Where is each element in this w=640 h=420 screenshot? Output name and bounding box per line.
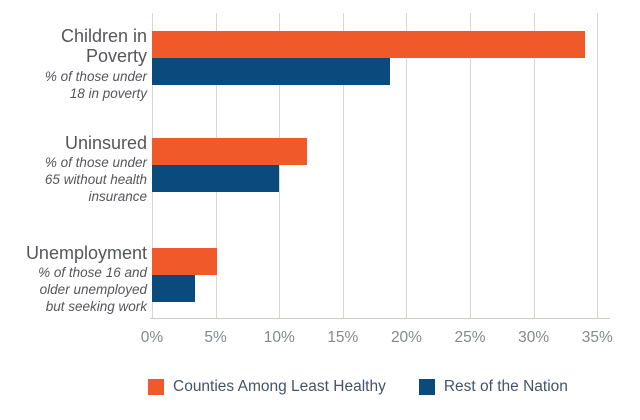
gridline <box>470 13 472 318</box>
x-axis-line <box>150 318 610 319</box>
bar-least-healthy <box>152 138 308 165</box>
category-title: Children in Poverty <box>60 26 147 67</box>
category-title: Unemployment <box>25 243 147 263</box>
legend: Counties Among Least Healthy Rest of the… <box>148 378 568 396</box>
x-tick-label: 20% <box>390 329 422 346</box>
x-tick-label: 5% <box>204 329 227 346</box>
legend-label-rest-of-nation: Rest of the Nation <box>443 378 568 395</box>
x-tick-label: 30% <box>518 329 550 346</box>
bar-rest-of-nation <box>152 165 280 192</box>
legend-swatch-blue <box>418 379 435 395</box>
gridline <box>406 13 408 318</box>
category-subtitle: % of those under 18 in poverty <box>44 68 147 101</box>
category-label-block: Children in Poverty% of those under 18 i… <box>0 26 147 102</box>
legend-swatch-orange <box>148 379 164 395</box>
x-tick-label: 15% <box>327 329 359 346</box>
category-label-block: Uninsured% of those under 65 without hea… <box>0 133 147 205</box>
x-tick-label: 10% <box>263 329 295 346</box>
gridline <box>279 13 281 318</box>
x-tick-label: 25% <box>454 329 486 346</box>
gridline <box>597 13 599 318</box>
legend-item-rest-of-nation: Rest of the Nation <box>418 378 568 396</box>
bar-rest-of-nation <box>152 275 196 302</box>
bar-least-healthy <box>152 248 217 275</box>
legend-item-least-healthy: Counties Among Least Healthy <box>148 378 386 396</box>
category-subtitle: % of those 16 and older unemployed but s… <box>38 265 147 315</box>
gridline <box>533 13 535 318</box>
x-tick-label: 0% <box>140 329 164 346</box>
category-label-block: Unemployment% of those 16 and older unem… <box>0 243 147 315</box>
category-subtitle: % of those under 65 without health insur… <box>44 155 147 205</box>
legend-label-least-healthy: Counties Among Least Healthy <box>173 378 386 395</box>
bar-least-healthy <box>152 31 585 58</box>
category-title: Uninsured <box>64 133 147 153</box>
bar-rest-of-nation <box>152 58 390 85</box>
gridline <box>342 13 344 318</box>
x-tick-label: 35% <box>581 329 613 346</box>
